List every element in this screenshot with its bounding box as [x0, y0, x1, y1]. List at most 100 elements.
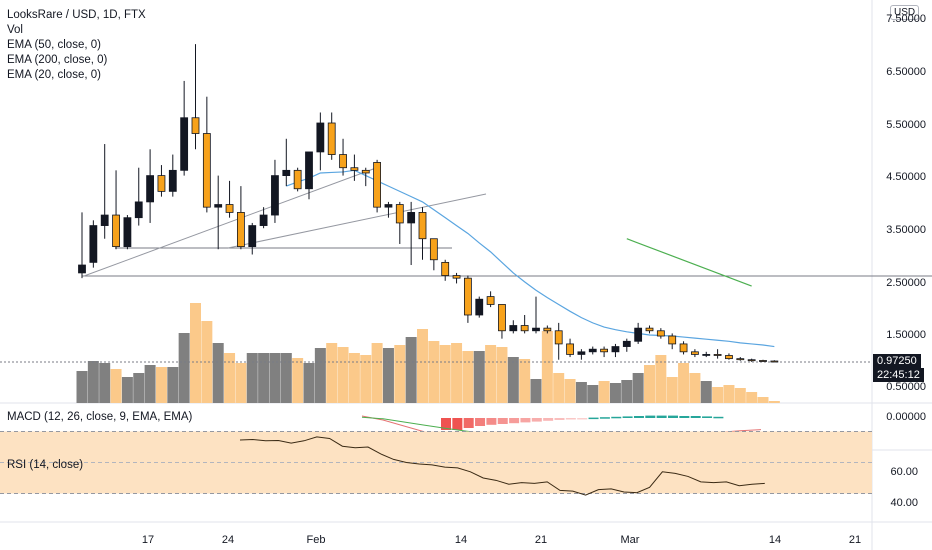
candle-body	[452, 275, 461, 279]
volume-bar	[417, 329, 428, 403]
candle-body	[713, 354, 722, 356]
candle-body	[146, 175, 155, 203]
volume-bar	[723, 385, 735, 403]
volume-bar	[689, 373, 701, 403]
candle-body	[679, 343, 688, 353]
candle-body	[225, 204, 234, 213]
macd-histogram-bar	[520, 418, 531, 423]
time-label: Mar	[620, 534, 640, 546]
candle-body	[498, 304, 506, 332]
ema-20-line	[286, 169, 775, 348]
volume-bar	[110, 369, 122, 403]
volume-bar	[212, 343, 224, 403]
price-label: 2.50000	[886, 277, 926, 289]
macd-histogram-bar	[588, 417, 599, 420]
volume-bar	[133, 373, 145, 403]
candle-body	[293, 169, 302, 190]
volume-bar	[144, 365, 156, 403]
volume-bar	[326, 343, 338, 403]
candle-body	[373, 162, 382, 208]
volume-bar	[201, 321, 213, 403]
price-label: 5.50000	[886, 119, 926, 131]
macd-histogram-bar	[509, 418, 520, 424]
candle-body	[350, 167, 359, 171]
time-label: Feb	[306, 534, 326, 546]
macd-histogram-bar	[554, 418, 565, 420]
volume-bar	[655, 355, 667, 403]
volume-bar	[246, 353, 258, 403]
candle-body	[429, 238, 438, 261]
volume-bar	[712, 387, 724, 403]
symbol-title: LooksRare / USD, 1D, FTX	[7, 9, 146, 21]
candle-body	[305, 151, 313, 190]
candle-body	[645, 327, 654, 332]
volume-bar	[99, 363, 111, 403]
volume-bar	[678, 363, 690, 403]
volume-bar	[87, 361, 99, 403]
macd-histogram-bar	[452, 418, 463, 430]
legend-ema-50: EMA (50, close, 0)	[7, 39, 101, 51]
candle-body	[123, 217, 132, 248]
volume-bar	[394, 345, 406, 403]
currency-button[interactable]: USD	[890, 5, 920, 20]
candle-body	[566, 343, 574, 355]
volume-bar	[700, 381, 712, 403]
volume-bar	[76, 371, 88, 403]
volume-bar	[280, 353, 292, 403]
candle-body	[316, 122, 325, 153]
candle-body	[180, 117, 189, 171]
volume-bar	[757, 397, 769, 403]
volume-bar	[167, 367, 179, 403]
candle-body	[157, 175, 166, 192]
macd-histogram-bar	[531, 418, 542, 422]
rsi-line	[239, 436, 765, 496]
volume-bar	[224, 353, 236, 403]
time-label: 17	[141, 534, 155, 546]
candle-body	[259, 214, 268, 226]
price-label: 3.50000	[886, 224, 926, 236]
macd-histogram-bar	[441, 418, 451, 430]
volume-bar	[473, 351, 485, 403]
volume-bar	[598, 381, 610, 403]
volume-bar	[621, 380, 633, 403]
volume-bar	[632, 373, 644, 403]
macd-histogram-bar	[497, 418, 508, 424]
candle-body	[463, 277, 472, 316]
candle-body	[475, 298, 484, 316]
macd-histogram-bar	[645, 415, 656, 418]
legend-volume: Vol	[7, 24, 23, 36]
rsi-axis-label: 60.00	[890, 466, 918, 478]
volume-bar	[382, 348, 394, 403]
rsi-title: RSI (14, close)	[7, 459, 84, 471]
chart-legend: LooksRare / USD, 1D, FTX Vol EMA (50, cl…	[7, 8, 146, 83]
candle-body	[168, 169, 177, 192]
volume-bar	[519, 359, 531, 403]
macd-histogram-bar	[702, 416, 713, 418]
candle-body	[736, 358, 745, 361]
candle-body	[100, 214, 109, 226]
legend-ema-200: EMA (200, close, 0)	[7, 54, 108, 66]
volume-bar	[507, 357, 519, 403]
macd-histogram-bar	[656, 415, 667, 418]
volume-bar	[462, 351, 474, 403]
time-label: 21	[848, 534, 862, 546]
candle-body	[134, 201, 143, 219]
macd-histogram-bar	[577, 418, 588, 420]
macd-title: MACD (12, 26, close, 9, EMA, EMA)	[7, 411, 193, 423]
candle-body	[486, 296, 495, 305]
volume-bar	[496, 347, 508, 403]
candle-body	[656, 330, 665, 337]
volume-bar	[541, 331, 553, 403]
candle-body	[770, 360, 779, 363]
trend-line	[227, 193, 487, 249]
candle-body	[339, 154, 347, 169]
candle-body	[691, 351, 699, 355]
price-label: 6.50000	[886, 66, 926, 78]
macd-histogram-bar	[679, 416, 690, 418]
ema-50-line	[626, 238, 752, 287]
volume-bar	[269, 353, 281, 403]
volume-bar	[666, 377, 678, 403]
macd-histogram-bar	[668, 415, 678, 418]
volume-bar	[121, 377, 133, 403]
